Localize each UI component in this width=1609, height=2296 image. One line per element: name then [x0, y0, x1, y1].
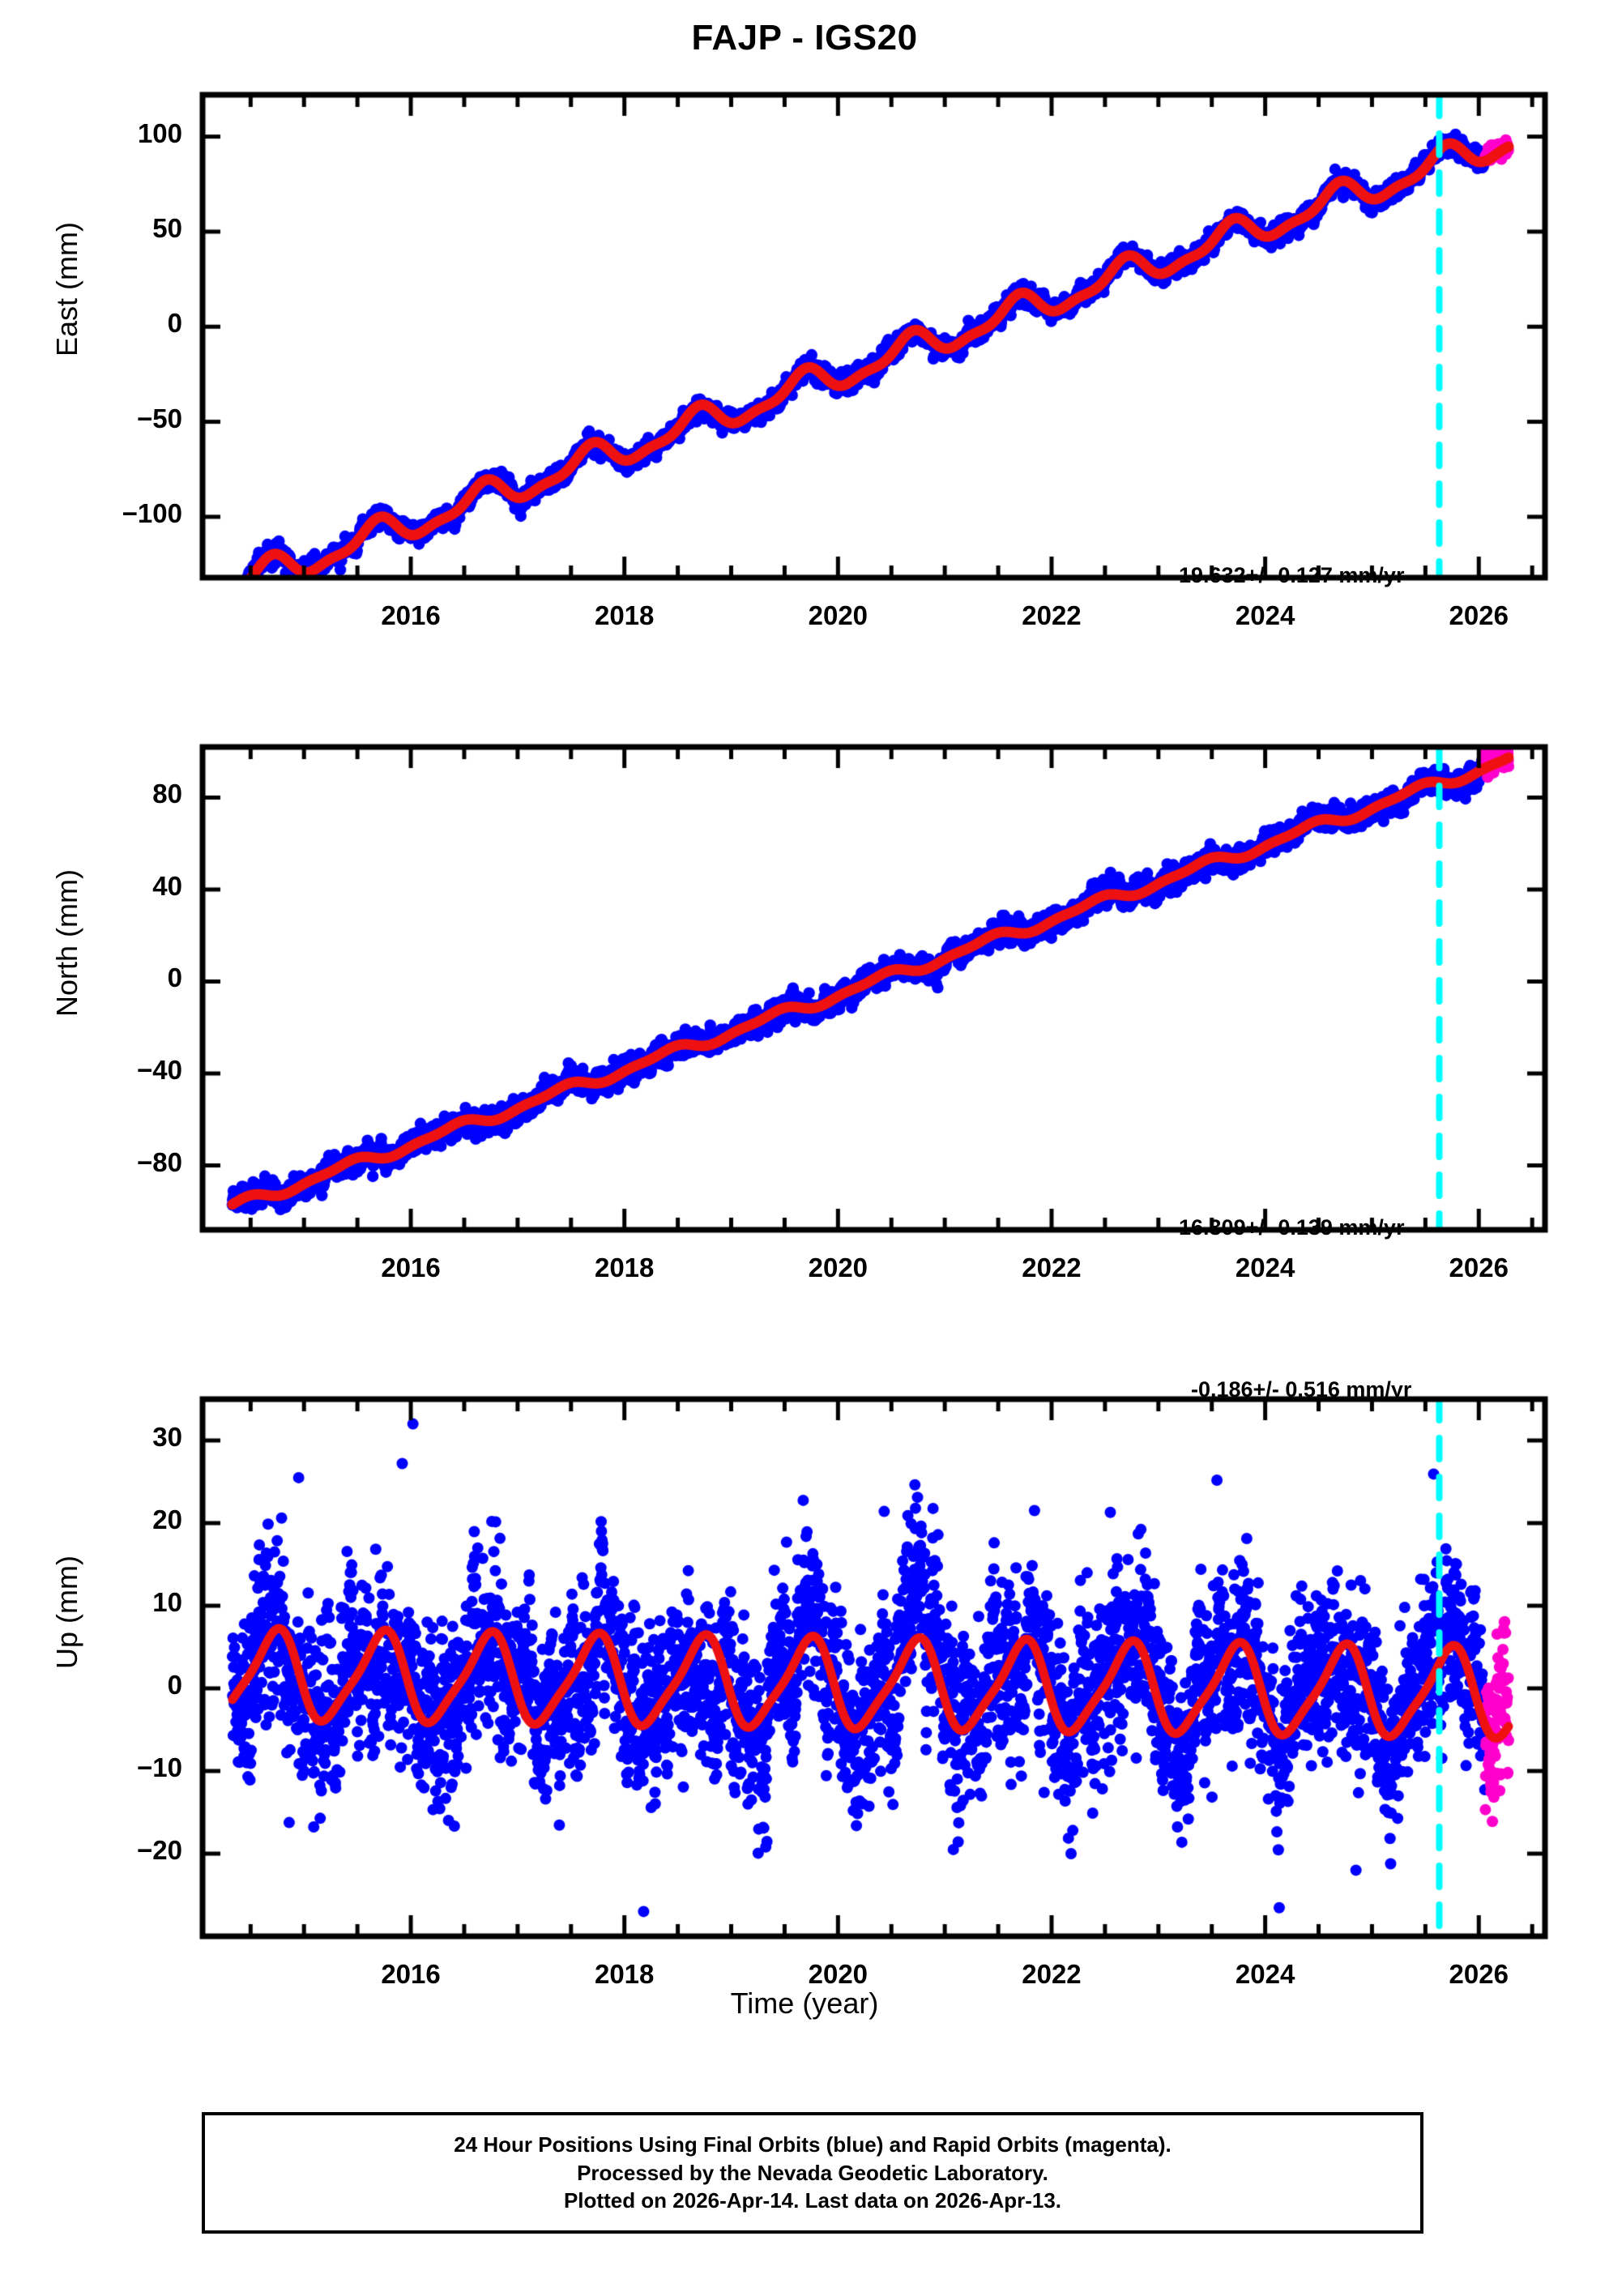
east-xtick-2026: 2026	[1449, 600, 1509, 630]
east-ytick--50: −50	[137, 403, 182, 433]
north-xtick-2016: 2016	[381, 1253, 441, 1282]
page-title: FAJP - IGS20	[691, 18, 918, 58]
up-xtick-2022: 2022	[1022, 1959, 1082, 1989]
footer-line-2: Processed by the Nevada Geodetic Laborat…	[577, 2160, 1048, 2185]
north-xtick-2022: 2022	[1022, 1253, 1082, 1282]
north-rate-annotation: 16.309+/- 0.139 mm/yr	[1179, 1215, 1405, 1240]
north-xtick-2024: 2024	[1235, 1253, 1295, 1282]
up-ytick-10: 10	[152, 1587, 182, 1617]
x-axis-label: Time (year)	[730, 1987, 879, 2020]
north-xtick-2018: 2018	[594, 1253, 655, 1282]
north-xtick-2020: 2020	[808, 1253, 869, 1282]
east-xtick-2020: 2020	[808, 600, 869, 630]
north-ytick--80: −80	[137, 1146, 182, 1177]
north-ytick-0: 0	[167, 962, 182, 993]
east-ytick-50: 50	[152, 212, 182, 243]
footer-line-3: Plotted on 2026-Apr-14. Last data on 202…	[563, 2188, 1062, 2213]
up-ytick-30: 30	[152, 1422, 182, 1452]
north-ytick-40: 40	[152, 870, 182, 901]
up-ytick--20: −20	[137, 1835, 182, 1865]
footer-line-1: 24 Hour Positions Using Final Orbits (bl…	[454, 2132, 1172, 2157]
north-xtick-2026: 2026	[1449, 1253, 1509, 1282]
north-ytick--40: −40	[137, 1055, 182, 1085]
up-xtick-2018: 2018	[594, 1959, 655, 1989]
east-xtick-2016: 2016	[381, 600, 441, 630]
up-ytick-20: 20	[152, 1504, 182, 1534]
east-xtick-2024: 2024	[1235, 600, 1295, 630]
up-ytick-0: 0	[167, 1670, 182, 1700]
east-ytick--100: −100	[122, 497, 182, 528]
north-ytick-80: 80	[152, 779, 182, 809]
up-xtick-2016: 2016	[381, 1959, 441, 1989]
up-ytick--10: −10	[137, 1752, 182, 1782]
up-rate-annotation: -0.186+/- 0.516 mm/yr	[1191, 1377, 1412, 1402]
east-ytick-0: 0	[167, 308, 182, 339]
east-xtick-2022: 2022	[1022, 600, 1082, 630]
up-xtick-2024: 2024	[1235, 1959, 1295, 1989]
up-xtick-2020: 2020	[808, 1959, 869, 1989]
up-xtick-2026: 2026	[1449, 1959, 1509, 1989]
east-rate-annotation: 19.632+/- 0.127 mm/yr	[1179, 563, 1405, 587]
east-xtick-2018: 2018	[594, 600, 655, 630]
east-ytick-100: 100	[137, 117, 182, 148]
footer-caption-box: 24 Hour Positions Using Final Orbits (bl…	[202, 2112, 1423, 2234]
